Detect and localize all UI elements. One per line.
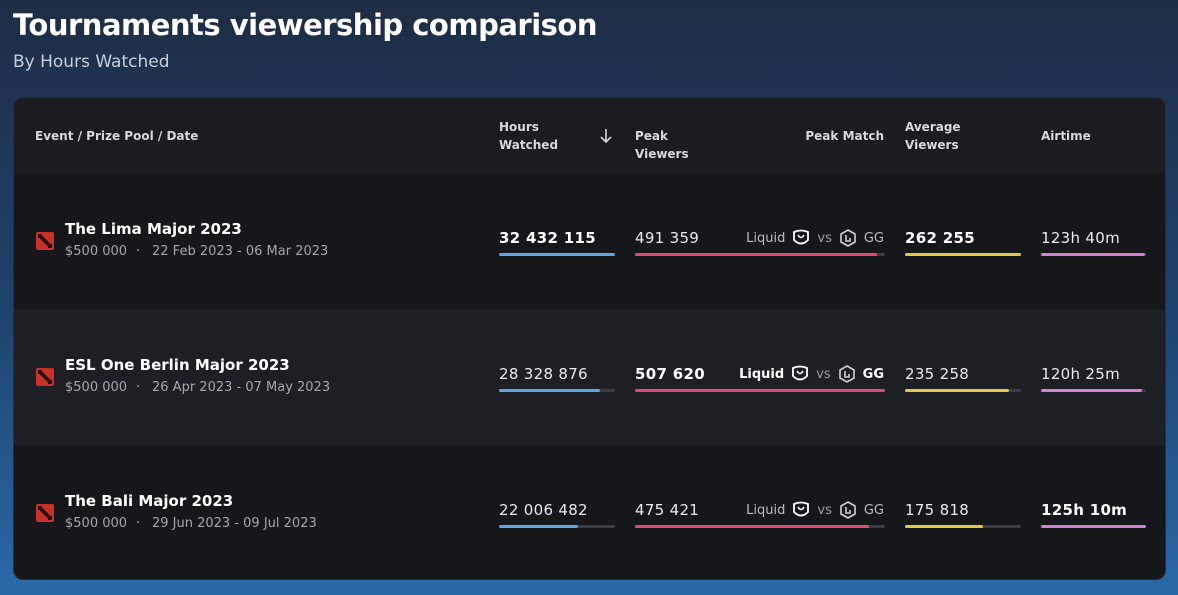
peak-match: Liquid vs GG [746, 500, 884, 520]
game-icon [36, 368, 54, 386]
peak-match: Liquid vs GG [739, 364, 884, 384]
bar [499, 525, 578, 528]
cell-value: 120h 25m [1041, 365, 1121, 383]
table-panel: Event / Prize Pool / Date Hours Watched Pe… [13, 97, 1166, 580]
cell-value: 262 255 [905, 229, 975, 247]
cell-value: 28 328 876 [499, 365, 588, 383]
team-name: Liquid [746, 502, 786, 518]
cell-value: 507 620 [635, 365, 705, 383]
bar-track [1041, 389, 1146, 392]
separator: · [136, 244, 141, 259]
cell-value: 175 818 [905, 501, 970, 519]
separator: · [136, 380, 141, 395]
team-logo [793, 501, 810, 517]
team-logo [838, 365, 855, 383]
event-dates: 26 Apr 2023 - 07 May 2023 [152, 380, 331, 395]
bar [635, 253, 877, 256]
column-header: Event / Prize Pool / Date [35, 129, 199, 143]
cell-value: 491 359 [635, 229, 700, 247]
bar-track [905, 525, 1021, 528]
team-logo [792, 365, 809, 381]
team-logo [793, 229, 810, 245]
cell-value: 123h 40m [1041, 229, 1121, 247]
table-row: The Lima Major 2023 $500 000 · 22 Feb 2023 … [14, 173, 1165, 309]
team-name: Liquid [746, 230, 786, 246]
versus: vs [817, 502, 832, 518]
cell-value: 22 006 482 [499, 501, 588, 519]
team-name: GG [863, 502, 884, 518]
bar [1041, 253, 1145, 256]
page-title: Tournaments viewership comparison [13, 8, 597, 42]
sort-arrow[interactable] [599, 128, 613, 144]
peak-match: Liquid vs GG [746, 228, 884, 248]
bar [635, 389, 885, 392]
bar-track [1041, 525, 1146, 528]
bar-track [499, 525, 615, 528]
bar-track [905, 389, 1021, 392]
bar-track [499, 253, 615, 256]
bar [905, 525, 983, 528]
versus: vs [816, 366, 831, 382]
column-header: Average Viewers [905, 120, 961, 152]
event-name[interactable]: The Lima Major 2023 [65, 220, 242, 238]
bar-track [905, 253, 1021, 256]
column-header: Airtime [1041, 129, 1091, 143]
versus: vs [817, 230, 832, 246]
event-name[interactable]: The Bali Major 2023 [65, 492, 234, 510]
bar-track [499, 389, 615, 392]
bar [635, 525, 870, 528]
cell-value: 125h 10m [1041, 501, 1128, 519]
column-header: Peak Match [805, 129, 884, 143]
bar-track [635, 525, 885, 528]
bar [1041, 389, 1142, 392]
game-icon [36, 504, 54, 522]
team-name: GG [862, 366, 884, 382]
separator: · [136, 516, 141, 531]
team-name: GG [863, 230, 884, 246]
team-logo [840, 229, 856, 247]
bar [499, 253, 615, 256]
bar [499, 389, 601, 392]
prize-pool: $500 000 [65, 244, 128, 259]
cell-value: 235 258 [905, 365, 970, 383]
bar [905, 253, 1021, 256]
column-header[interactable]: Hours Watched [499, 120, 559, 152]
table-row: The Bali Major 2023 $500 000 · 29 Jun 2023 … [14, 445, 1165, 579]
game-icon [36, 232, 54, 250]
column-header: Peak Viewers [635, 129, 689, 161]
cell-value: 475 421 [635, 501, 700, 519]
bar [905, 389, 1010, 392]
prize-pool: $500 000 [65, 516, 128, 531]
cell-value: 32 432 115 [499, 229, 596, 247]
table-row: ESL One Berlin Major 2023 $500 000 · 26 Apr… [14, 309, 1165, 445]
team-logo [840, 501, 856, 519]
prize-pool: $500 000 [65, 380, 128, 395]
bar-track [635, 253, 885, 256]
bar [1041, 525, 1146, 528]
event-dates: 29 Jun 2023 - 09 Jul 2023 [152, 516, 317, 531]
page-subtitle: By Hours Watched [13, 52, 170, 72]
event-name[interactable]: ESL One Berlin Major 2023 [65, 356, 290, 374]
event-dates: 22 Feb 2023 - 06 Mar 2023 [152, 244, 329, 259]
team-name: Liquid [739, 366, 785, 382]
bar-track [635, 389, 885, 392]
bar-track [1041, 253, 1146, 256]
